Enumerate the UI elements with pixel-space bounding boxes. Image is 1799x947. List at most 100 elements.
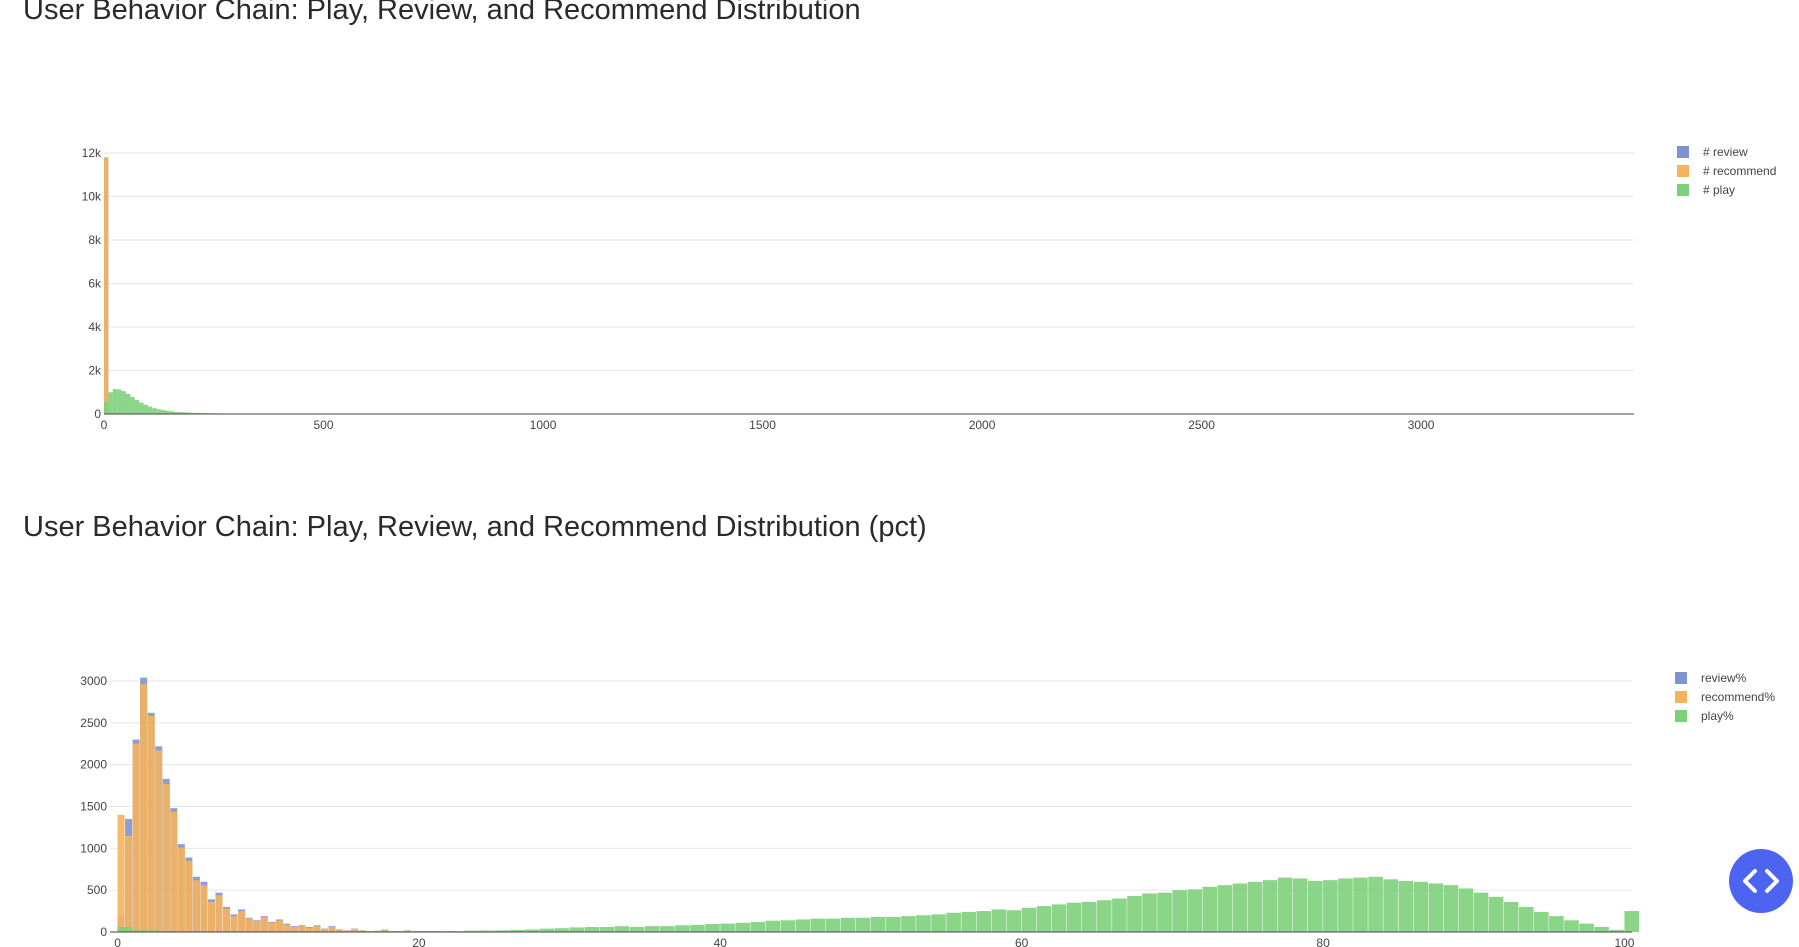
chart-2-bar-play (1187, 889, 1203, 932)
chart-1-legend-swatch (1677, 165, 1689, 177)
chart-2-y-tick-label: 3000 (80, 674, 107, 688)
chart-2-bar-play (871, 916, 886, 932)
chart-1-y-tick-label: 4k (88, 320, 102, 334)
chart-2-bar-recommend (253, 921, 261, 932)
code-toggle-button[interactable] (1729, 849, 1793, 913)
chart-2-x-tick-label: 0 (114, 936, 121, 947)
chart-2-bar-play (644, 926, 660, 932)
chart-1-bar-play (152, 408, 157, 414)
chart-2-y-tick-label: 2000 (80, 758, 107, 772)
chart-1-gridlines (104, 152, 1634, 371)
chart-2-bar-play (1428, 883, 1444, 932)
chart-2-bar-play (840, 917, 856, 932)
chart-1-y-tick-label: 6k (88, 277, 102, 291)
chart-2-bar-play (162, 930, 178, 932)
chart-2-bar-recommend (215, 895, 223, 932)
chart-2-bar-play (1217, 885, 1233, 932)
chart-1-x-tick-label: 3000 (1408, 418, 1435, 430)
chart-2-bar-play (991, 909, 1007, 932)
chart-2-bar-play (1051, 904, 1067, 932)
chart-2-bar-play (1112, 898, 1127, 932)
chart-2-bar-play (1308, 880, 1323, 932)
chart-1-bar-play (161, 410, 166, 414)
chart-1-bar-play (104, 402, 109, 414)
chart-2-bar-play (539, 928, 555, 932)
chart-1-legend[interactable]: # review # recommend # play (1677, 145, 1776, 197)
chart-2-bar-play (1383, 879, 1398, 932)
chart-1-bar-play (156, 409, 162, 414)
chart-2-bar-recommend (290, 926, 298, 932)
chart-1-y-tick-label: 10k (82, 190, 102, 204)
chart-1-legend-swatch (1677, 146, 1689, 158)
chart-1-x-tick-label: 0 (101, 418, 108, 430)
chart-2-bar-play (1323, 880, 1338, 932)
chart-2-legend[interactable]: review% recommend% play% (1675, 671, 1775, 723)
chart-1-bar-play (196, 412, 201, 414)
chart-2-bar-play (1157, 892, 1172, 932)
chart-2-bar-recommend (177, 847, 185, 932)
chart-2-bar-recommend (381, 929, 389, 932)
chart-2-bar-recommend (313, 926, 321, 932)
chart-2-bar-recommend (207, 901, 215, 932)
chart-2-bar-recommend (147, 716, 155, 932)
chart-1-bar-play (147, 406, 153, 414)
chart-2-bar-recommend (305, 927, 313, 932)
chart-2-bar-play (855, 917, 871, 932)
chart-2-bar-play (1021, 907, 1037, 932)
chart-2-bar-recommend (320, 929, 329, 932)
chart-1-y-tick-label: 12k (82, 146, 102, 160)
chart-2-x-tick-label: 60 (1015, 936, 1029, 947)
chart-2-y-tick-label: 1000 (80, 841, 107, 855)
chart-1-bar-play (183, 412, 188, 414)
chart-1-bar-play (112, 388, 118, 414)
chart-2-x-tick-label: 20 (412, 936, 426, 947)
chart-2-bar-recommend (125, 835, 133, 932)
chart-1-bar-play (130, 397, 135, 414)
chart-2-bar-play (735, 922, 750, 932)
chart-2-x-tick-label: 80 (1316, 936, 1330, 947)
chart-2-bar-play (1097, 900, 1112, 932)
chart-2-bar-play (569, 927, 585, 932)
chart-1-legend-swatch (1677, 184, 1689, 196)
chart-2-bar-play (1081, 901, 1097, 932)
chart-1-axes: 0 2k 4k 6k 8k 10k 12k 0 500 1000 1500 2000 2500 3000 (82, 146, 1634, 430)
chart-2-bar-recommend (155, 750, 163, 932)
chart-2-bar-play (509, 929, 524, 932)
chart-2-legend-swatch (1675, 691, 1687, 703)
chart-2-bar-recommend (185, 860, 193, 932)
chart-2-legend-label: play% (1701, 709, 1734, 723)
chart-2-bar-recommend (230, 916, 238, 932)
chart-1-bar-play (191, 412, 197, 414)
chart-2-bar-play (810, 918, 826, 932)
chart-1-bar-play (143, 404, 148, 414)
chart-2-bar-play (1413, 881, 1429, 932)
chart-2-bar-play (147, 930, 163, 932)
chart-2-bar-recommend (192, 880, 200, 932)
chart-2-bar-play (464, 930, 479, 932)
chart-2-bar-play (780, 920, 796, 932)
chart-2-bar-play (1036, 906, 1052, 932)
chart-2-bar-play (1488, 896, 1504, 932)
chart-2-legend-swatch (1675, 672, 1687, 684)
chart-2-bar-play (1202, 886, 1218, 932)
chart-2-bar-play (554, 928, 570, 932)
chart-1-bars (104, 157, 1514, 414)
chart-2-legend-label: review% (1701, 671, 1747, 685)
chart-2-bar-play (705, 924, 720, 932)
chart-2-y-tick-label: 2500 (80, 716, 107, 730)
chart-2-bar-play (1292, 878, 1308, 932)
chart-2-bar-play (825, 918, 841, 932)
chart-2-bar-play (886, 916, 901, 932)
chart-2-bar-play (1353, 877, 1368, 932)
chart-1-x-tick-label: 500 (313, 418, 333, 430)
chart-2-bar-recommend (328, 926, 336, 932)
chart-2-bar-play (901, 916, 916, 932)
chart-1-bar-recommend (104, 157, 109, 414)
chart-2-bar-recommend (260, 916, 268, 932)
chart-2-y-tick-label: 0 (100, 925, 107, 939)
chart-2-bar-play (1518, 906, 1534, 932)
chart-2-bar-play (1443, 885, 1459, 932)
chart-2-x-tick-label: 40 (714, 936, 728, 947)
chart-1-bar-play (125, 393, 131, 414)
